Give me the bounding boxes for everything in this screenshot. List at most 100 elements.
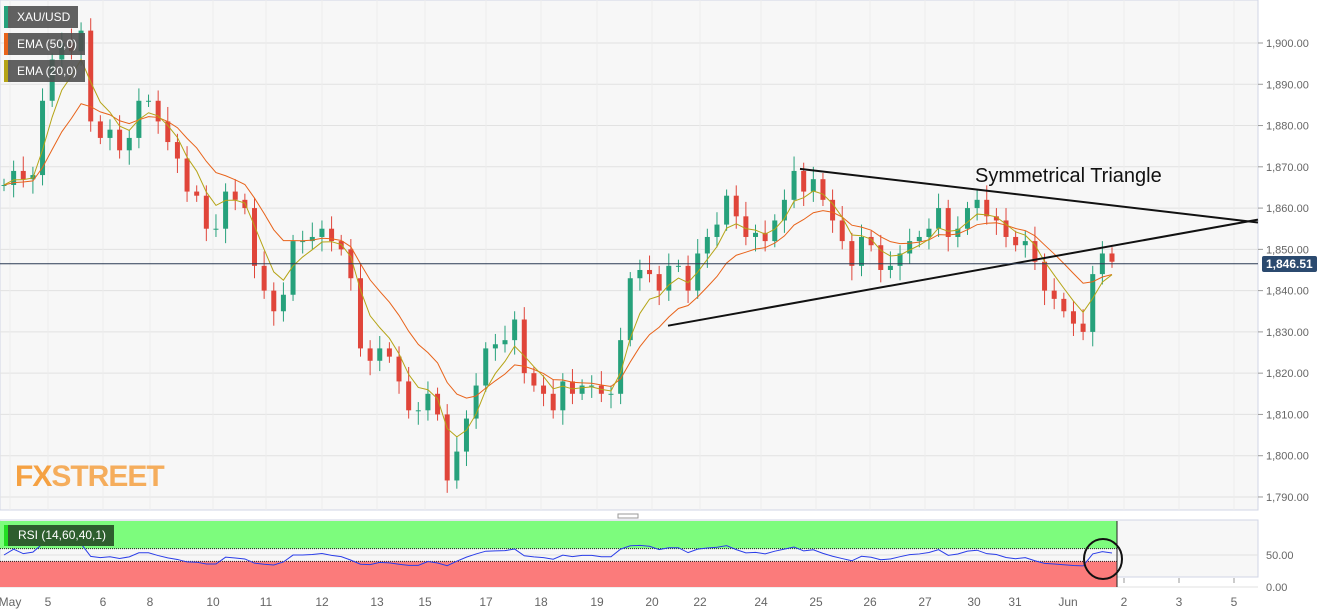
y-tick-label: 1,880.00: [1266, 121, 1309, 133]
x-tick-label: 18: [534, 595, 548, 609]
candle-body: [444, 414, 450, 481]
candle-body: [926, 228, 932, 237]
rsi-tick-label: 50.00: [1266, 550, 1294, 562]
logo-fx: FX: [15, 460, 52, 493]
candle-body: [936, 208, 942, 229]
candle-body: [88, 30, 94, 122]
y-tick-label: 1,850.00: [1266, 244, 1309, 256]
candle-body: [781, 199, 787, 221]
x-tick-label: 25: [809, 595, 823, 609]
candle-body: [560, 381, 566, 411]
legend-symbol[interactable]: XAU/USD: [4, 6, 79, 28]
candle-body: [550, 393, 556, 411]
candle-body: [945, 208, 951, 237]
candle-body: [300, 241, 306, 243]
candle-body: [830, 199, 836, 221]
candle-body: [223, 191, 229, 229]
candle-body: [974, 199, 980, 209]
candle-body: [203, 195, 209, 229]
candle-body: [454, 451, 460, 481]
triangle-lower-line: [667, 218, 1259, 327]
legend-rsi[interactable]: RSI (14,60,40,1): [4, 525, 115, 546]
pane-resize-handle: [617, 513, 639, 519]
x-tick-label: 17: [479, 595, 493, 609]
logo-street: STREET: [51, 460, 164, 493]
candle-body: [1013, 236, 1019, 246]
candle-body: [97, 121, 103, 138]
x-tick-label: 22: [693, 595, 707, 609]
ema20-line: [3, 58, 1113, 438]
candle-body: [579, 385, 585, 394]
candle-body: [280, 294, 286, 312]
candle-body: [261, 265, 267, 291]
candle-body: [897, 253, 903, 266]
x-tick-label: 11: [260, 595, 273, 609]
rsi-tick-label: 0.00: [1266, 582, 1287, 594]
candle-body: [887, 265, 893, 270]
candle-body: [724, 195, 730, 225]
candle-body: [473, 385, 479, 419]
candle-body: [521, 319, 527, 374]
candle-body: [772, 220, 778, 242]
y-tick-label: 1,790.00: [1266, 492, 1309, 504]
x-tick-label: 31: [1008, 595, 1022, 609]
candle-body: [146, 100, 152, 102]
candle-body: [425, 393, 431, 411]
candle-body: [839, 220, 845, 242]
current-price-tag: 1,846.51: [1262, 256, 1317, 272]
candle-body: [849, 241, 855, 266]
candle-body: [1109, 253, 1115, 262]
rsi-overbought-zone: [0, 521, 1117, 549]
candle-body: [435, 393, 441, 415]
y-tick-label: 1,870.00: [1266, 162, 1309, 174]
candle-body: [194, 191, 200, 196]
legend-ema50-label: EMA (50,0): [17, 37, 78, 51]
candle-body: [984, 199, 990, 217]
x-tick-label: 10: [206, 595, 220, 609]
candle-body: [502, 340, 508, 345]
candle-body: [627, 278, 633, 341]
candle-body: [252, 208, 258, 266]
candle-body: [1032, 241, 1038, 262]
candle-body: [647, 269, 653, 275]
x-tick-label: 24: [754, 595, 768, 609]
candle-body: [1022, 241, 1028, 246]
candle-body: [20, 170, 26, 180]
candle-body: [801, 170, 807, 192]
candle-body: [367, 348, 373, 361]
y-tick-label: 1,900.00: [1266, 38, 1309, 50]
legend-rsi-label: RSI (14,60,40,1): [18, 528, 107, 542]
candle-body: [415, 410, 421, 412]
candle-body: [878, 245, 884, 270]
candle-body: [377, 348, 383, 361]
candle-body: [964, 208, 970, 229]
y-tick-label: 1,830.00: [1266, 327, 1309, 339]
y-tick-label: 1,810.00: [1266, 409, 1309, 421]
x-tick-label: 8: [147, 595, 154, 609]
x-tick-label: 30: [967, 595, 981, 609]
x-tick-label: 12: [315, 595, 329, 609]
y-tick-label: 1,820.00: [1266, 368, 1309, 380]
candle-body: [1003, 220, 1009, 237]
candle-body: [309, 236, 315, 242]
rsi-oversold-zone: [0, 561, 1117, 587]
candle-body: [589, 385, 595, 387]
candle-body: [155, 100, 161, 122]
x-tick-label: 27: [918, 595, 932, 609]
candle-body: [184, 158, 190, 192]
y-tick-label: 1,860.00: [1266, 203, 1309, 215]
candle-body: [483, 348, 489, 386]
legend-ema20[interactable]: EMA (20,0): [4, 60, 86, 82]
candle-body: [126, 137, 132, 151]
y-tick-label: 1,840.00: [1266, 286, 1309, 298]
candle-body: [386, 348, 392, 357]
legend-ema50[interactable]: EMA (50,0): [4, 33, 86, 55]
candle-body: [319, 228, 325, 237]
candle-body: [675, 265, 681, 267]
candle-body: [733, 195, 739, 217]
candle-body: [463, 418, 469, 452]
candle-body: [1, 184, 7, 186]
x-tick-label: 19: [590, 595, 604, 609]
candle-body: [213, 228, 219, 230]
